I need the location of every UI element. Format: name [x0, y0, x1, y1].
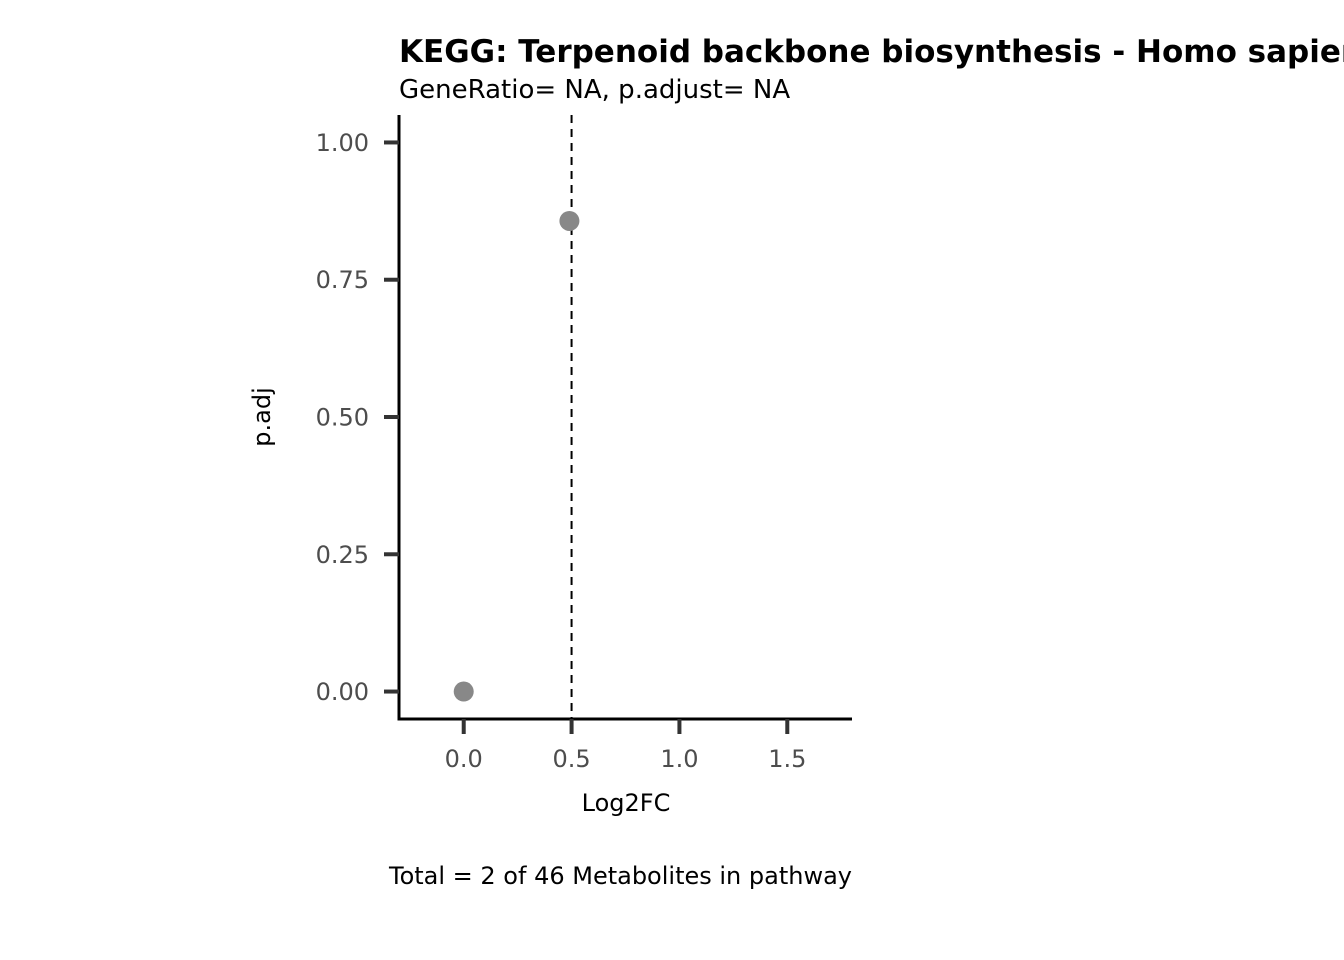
y-axis-title: p.adj [248, 387, 276, 446]
chart-title: KEGG: Terpenoid backbone biosynthesis - … [399, 34, 1344, 70]
chart-caption: Total = 2 of 46 Metabolites in pathway [388, 862, 852, 890]
x-tick-label: 0.5 [552, 745, 590, 773]
y-tick-label: 0.00 [316, 678, 369, 706]
data-point [559, 210, 580, 231]
x-axis-title: Log2FC [582, 789, 671, 817]
y-tick-label: 0.75 [316, 266, 369, 294]
x-tick-label: 1.0 [660, 745, 698, 773]
y-tick-label: 0.25 [316, 541, 369, 569]
y-tick-label: 0.50 [316, 404, 369, 432]
y-tick-label: 1.00 [316, 129, 369, 157]
x-tick-label: 1.5 [768, 745, 806, 773]
x-tick-label: 0.0 [445, 745, 483, 773]
chart-subtitle: GeneRatio= NA, p.adjust= NA [399, 75, 790, 105]
plot-area: 0.00 0.25 0.50 0.75 1.00 0.0 0.5 1.0 1.5 [316, 115, 852, 773]
data-point [453, 681, 474, 702]
